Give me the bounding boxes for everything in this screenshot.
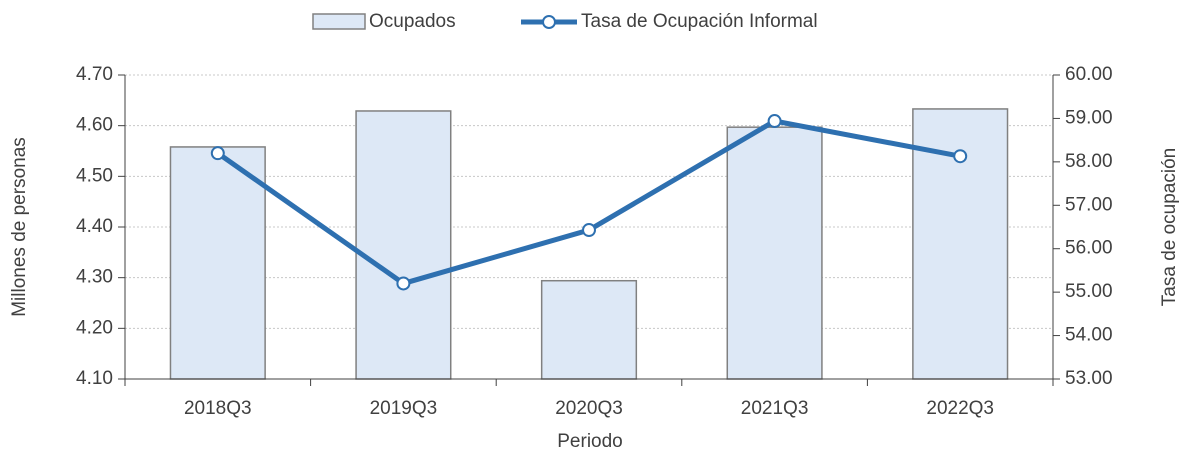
y2-axis-label: Tasa de ocupación [1159, 148, 1180, 306]
y2-tick-label: 57.00 [1065, 194, 1113, 215]
line-marker [210, 146, 225, 161]
y-tick-label: 4.60 [76, 115, 113, 136]
y2-tick-label: 53.00 [1065, 368, 1113, 389]
x-tick-label: 2020Q3 [555, 398, 623, 419]
line [216, 118, 961, 287]
bar [355, 110, 452, 380]
x-tick-label: 2018Q3 [184, 398, 252, 419]
y-tick-label: 4.70 [76, 64, 113, 85]
y-axis-label: Millones de personas [9, 137, 30, 317]
bar [540, 279, 638, 380]
y-tick-label: 4.30 [76, 267, 113, 288]
y2-tick-label: 56.00 [1065, 238, 1113, 259]
legend-marker [542, 15, 556, 29]
y-tick-label: 4.10 [76, 368, 113, 389]
line-marker [582, 223, 596, 238]
x-tick-label: 2019Q3 [370, 398, 438, 419]
y-tick-label: 4.50 [76, 165, 113, 186]
line-marker [953, 149, 968, 164]
line-marker [767, 114, 782, 129]
y2-tick-label: 58.00 [1065, 151, 1113, 172]
legend-swatch [312, 13, 366, 30]
y2-tick-label: 55.00 [1065, 281, 1113, 302]
y-tick-label: 4.20 [76, 317, 113, 338]
y2-tick-label: 54.00 [1065, 325, 1113, 346]
legend-label: Tasa de Ocupación Informal [581, 11, 818, 32]
x-axis-label: Periodo [557, 431, 623, 452]
y-tick-label: 4.40 [76, 216, 113, 237]
line-marker [396, 276, 411, 291]
bar [169, 146, 266, 380]
bar [726, 126, 823, 380]
y2-tick-label: 60.00 [1065, 64, 1113, 85]
x-tick-label: 2022Q3 [926, 398, 994, 419]
legend-label: Ocupados [369, 11, 456, 32]
y2-tick-label: 59.00 [1065, 107, 1113, 128]
x-tick-label: 2021Q3 [741, 398, 809, 419]
